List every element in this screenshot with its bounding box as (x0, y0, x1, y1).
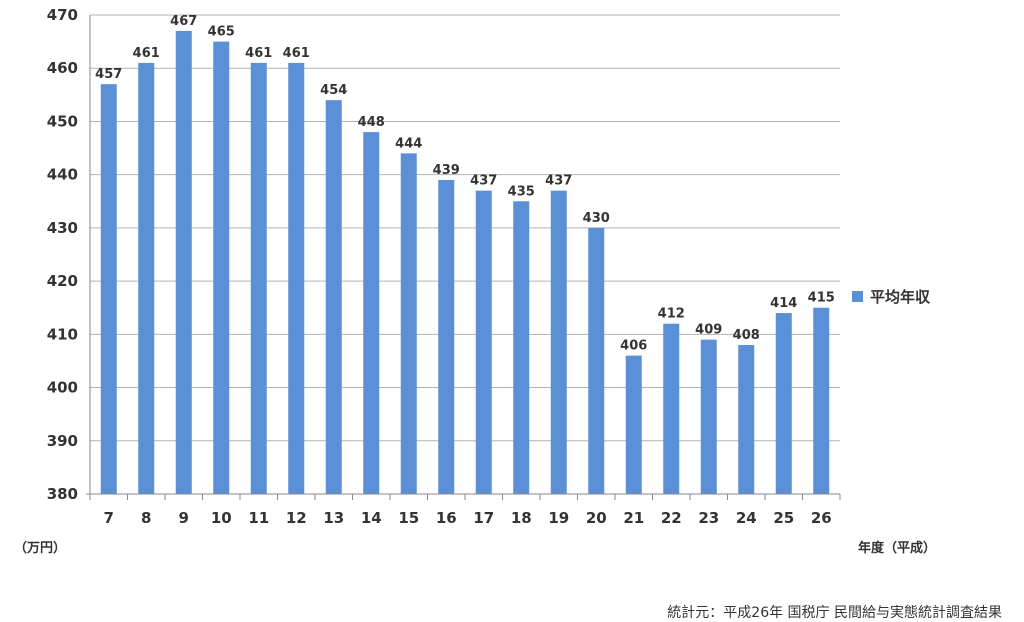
data-label: 467 (170, 14, 197, 29)
data-label: 409 (695, 323, 722, 338)
data-label: 454 (320, 83, 347, 98)
axes: 380 390 400 410 420 430 440 450 460 470 7 8 9 10 11 12 1… (47, 6, 841, 527)
x-tick-label: 9 (179, 509, 189, 527)
y-axis-unit-label: （万円） (14, 540, 66, 556)
y-tick-label: 390 (47, 432, 78, 450)
data-label: 412 (658, 307, 685, 322)
bar (438, 179, 455, 494)
data-label: 444 (395, 136, 422, 151)
bar (475, 190, 492, 494)
bars (100, 30, 830, 495)
x-tick-label: 12 (286, 509, 307, 527)
data-label: 435 (508, 184, 535, 199)
bar (100, 84, 117, 494)
bar (250, 62, 267, 495)
bar (400, 153, 417, 494)
data-label: 439 (433, 163, 460, 178)
bar (213, 41, 230, 494)
data-label: 414 (770, 296, 797, 311)
data-label: 448 (358, 115, 385, 130)
bar (325, 100, 342, 495)
y-tick-label: 400 (47, 379, 78, 397)
data-label: 461 (245, 46, 272, 61)
bar (625, 355, 642, 494)
x-tick-label: 24 (736, 509, 757, 527)
source-note: 統計元：平成26年 国税庁 民間給与実態統計調査結果 (667, 605, 1002, 621)
bar (775, 313, 792, 494)
x-tick-label: 8 (141, 509, 151, 527)
data-label: 430 (583, 211, 610, 226)
x-tick-label: 10 (211, 509, 232, 527)
data-label: 437 (470, 174, 497, 189)
y-tick-label: 420 (47, 272, 78, 290)
x-tick-label: 26 (811, 509, 832, 527)
x-tick-label: 15 (398, 509, 419, 527)
x-tick-label: 22 (661, 509, 682, 527)
x-tick-label: 25 (773, 509, 794, 527)
y-tick-label: 450 (47, 112, 78, 130)
data-label: 408 (733, 328, 760, 343)
data-label: 437 (545, 174, 572, 189)
bar (663, 323, 680, 494)
bar (550, 190, 567, 494)
y-tick-label: 380 (47, 485, 78, 503)
data-label: 415 (808, 291, 835, 306)
x-tick-label: 23 (698, 509, 719, 527)
bar (288, 62, 305, 495)
legend-label: 平均年収 (870, 288, 931, 306)
data-label: 406 (620, 339, 647, 354)
x-axis-title: 年度（平成） (858, 540, 936, 556)
bar (813, 307, 830, 494)
x-tick-label: 17 (473, 509, 494, 527)
x-tick-label: 14 (361, 509, 382, 527)
x-tick-label: 7 (104, 509, 114, 527)
x-tick-label: 20 (586, 509, 607, 527)
data-label: 461 (133, 46, 160, 61)
x-tick-label: 16 (436, 509, 457, 527)
gridlines (90, 14, 840, 442)
y-tick-label: 440 (47, 166, 78, 184)
x-tick-label: 19 (548, 509, 569, 527)
y-tick-label: 410 (47, 325, 78, 343)
data-label: 465 (208, 25, 235, 40)
y-tick-label: 430 (47, 219, 78, 237)
x-tick-label: 18 (511, 509, 532, 527)
y-tick-label: 460 (47, 59, 78, 77)
data-label: 457 (95, 67, 122, 82)
x-tick-label: 11 (248, 509, 269, 527)
bar (513, 201, 530, 494)
data-label: 461 (283, 46, 310, 61)
x-tick-label: 13 (323, 509, 344, 527)
data-labels: 457 461 467 465 461 461 454 448 444 439 437 435 437 4… (95, 14, 835, 354)
bar (700, 339, 717, 494)
bar (138, 62, 155, 495)
x-tick-label: 21 (623, 509, 644, 527)
bar (175, 30, 192, 494)
legend-swatch (852, 291, 863, 302)
y-tick-label: 470 (47, 6, 78, 24)
legend: 平均年収 (852, 288, 931, 306)
bar (363, 132, 380, 495)
bar (738, 344, 755, 494)
bar (588, 227, 605, 494)
